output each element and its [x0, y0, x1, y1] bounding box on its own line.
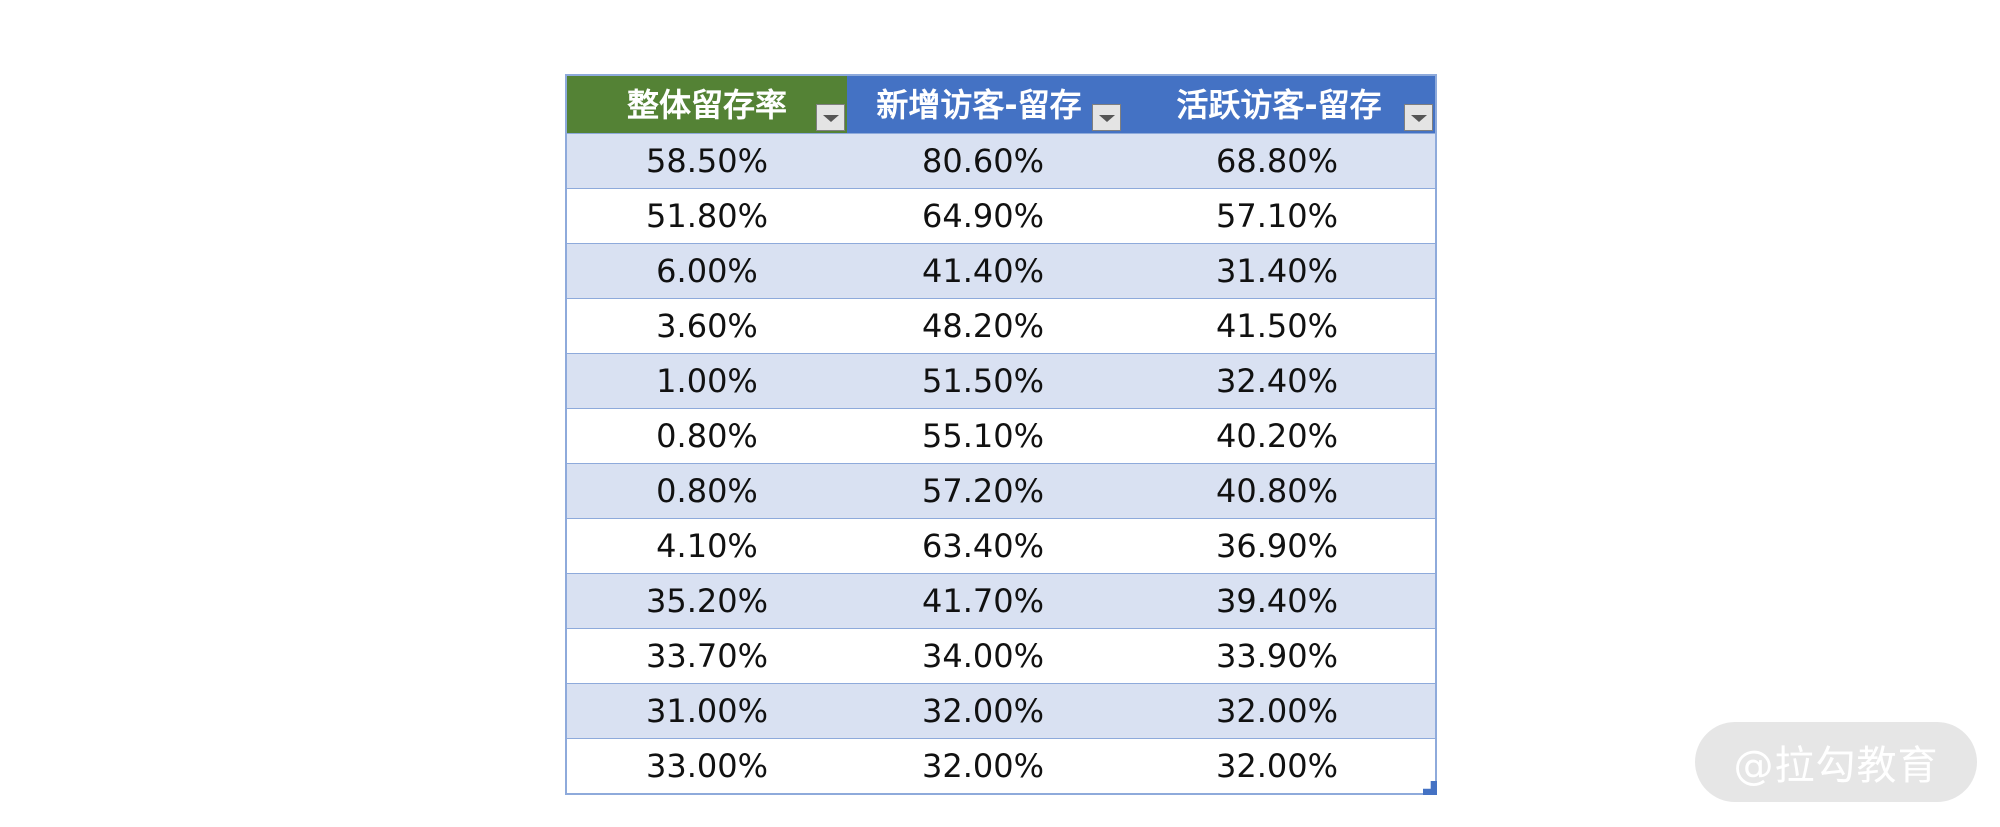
- filter-dropdown-button[interactable]: [1092, 104, 1121, 131]
- table-row: 0.80% 57.20% 40.80%: [567, 463, 1435, 519]
- watermark-text: @拉勾教育: [1733, 743, 1939, 789]
- table-row: 6.00% 41.40% 31.40%: [567, 243, 1435, 299]
- table-cell[interactable]: 33.90%: [1119, 628, 1435, 684]
- table-cell[interactable]: 0.80%: [567, 408, 847, 464]
- table-cell[interactable]: 4.10%: [567, 518, 847, 574]
- table-row: 58.50% 80.60% 68.80%: [567, 133, 1435, 189]
- table-cell[interactable]: 6.00%: [567, 243, 847, 299]
- table-cell[interactable]: 80.60%: [847, 133, 1119, 189]
- column-header-overall-retention[interactable]: 整体留存率: [567, 76, 847, 134]
- column-header-label: 新增访客-留存: [876, 85, 1082, 124]
- table-cell[interactable]: 63.40%: [847, 518, 1119, 574]
- table-cell[interactable]: 32.40%: [1119, 353, 1435, 409]
- table-cell[interactable]: 31.00%: [567, 683, 847, 739]
- header-row: 整体留存率 新增访客-留存 活跃访客-留存: [567, 76, 1435, 134]
- table-cell[interactable]: 0.80%: [567, 463, 847, 519]
- retention-table: 整体留存率 新增访客-留存 活跃访客-留存: [567, 76, 1435, 793]
- table-row: 1.00% 51.50% 32.40%: [567, 353, 1435, 409]
- column-header-new-visitor-retention[interactable]: 新增访客-留存: [847, 76, 1121, 134]
- table-cell[interactable]: 1.00%: [567, 353, 847, 409]
- table-cell[interactable]: 40.80%: [1119, 463, 1435, 519]
- table-cell[interactable]: 32.00%: [1119, 738, 1435, 793]
- table-cell[interactable]: 58.50%: [567, 133, 847, 189]
- table-row: 33.70% 34.00% 33.90%: [567, 628, 1435, 684]
- table-row: 51.80% 64.90% 57.10%: [567, 188, 1435, 244]
- table-cell[interactable]: 41.40%: [847, 243, 1119, 299]
- watermark: @拉勾教育: [1695, 722, 1977, 802]
- dropdown-arrow-icon: [1099, 115, 1115, 122]
- table-row: 35.20% 41.70% 39.40%: [567, 573, 1435, 629]
- table-cell[interactable]: 57.20%: [847, 463, 1119, 519]
- retention-table-container: 整体留存率 新增访客-留存 活跃访客-留存: [565, 74, 1437, 795]
- table-cell[interactable]: 34.00%: [847, 628, 1119, 684]
- table-cell[interactable]: 57.10%: [1119, 188, 1435, 244]
- column-header-active-visitor-retention[interactable]: 活跃访客-留存: [1119, 76, 1435, 134]
- table-row: 33.00% 32.00% 32.00%: [567, 738, 1435, 793]
- table-cell[interactable]: 41.70%: [847, 573, 1119, 629]
- table-cell[interactable]: 32.00%: [847, 683, 1119, 739]
- dropdown-arrow-icon: [823, 115, 839, 122]
- table-cell[interactable]: 39.40%: [1119, 573, 1435, 629]
- dropdown-arrow-icon: [1411, 115, 1427, 122]
- table-cell[interactable]: 32.00%: [1119, 683, 1435, 739]
- table-cell[interactable]: 51.50%: [847, 353, 1119, 409]
- column-header-label: 活跃访客-留存: [1176, 85, 1382, 124]
- table-cell[interactable]: 68.80%: [1119, 133, 1435, 189]
- table-cell[interactable]: 40.20%: [1119, 408, 1435, 464]
- table-row: 31.00% 32.00% 32.00%: [567, 683, 1435, 739]
- table-cell[interactable]: 36.90%: [1119, 518, 1435, 574]
- table-cell[interactable]: 35.20%: [567, 573, 847, 629]
- table-cell[interactable]: 33.70%: [567, 628, 847, 684]
- table-cell[interactable]: 32.00%: [847, 738, 1119, 793]
- filter-dropdown-button[interactable]: [1404, 104, 1433, 131]
- filter-dropdown-button[interactable]: [816, 104, 845, 131]
- table-cell[interactable]: 3.60%: [567, 298, 847, 354]
- table-row: 4.10% 63.40% 36.90%: [567, 518, 1435, 574]
- table-cell[interactable]: 51.80%: [567, 188, 847, 244]
- column-header-label: 整体留存率: [626, 85, 787, 124]
- table-cell[interactable]: 33.00%: [567, 738, 847, 793]
- table-row: 0.80% 55.10% 40.20%: [567, 408, 1435, 464]
- table-cell[interactable]: 48.20%: [847, 298, 1119, 354]
- table-body: 58.50% 80.60% 68.80% 51.80% 64.90% 57.10% 6.00…: [567, 133, 1435, 793]
- table-cell[interactable]: 41.50%: [1119, 298, 1435, 354]
- table-cell[interactable]: 31.40%: [1119, 243, 1435, 299]
- table-cell[interactable]: 64.90%: [847, 188, 1119, 244]
- table-cell[interactable]: 55.10%: [847, 408, 1119, 464]
- table-row: 3.60% 48.20% 41.50%: [567, 298, 1435, 354]
